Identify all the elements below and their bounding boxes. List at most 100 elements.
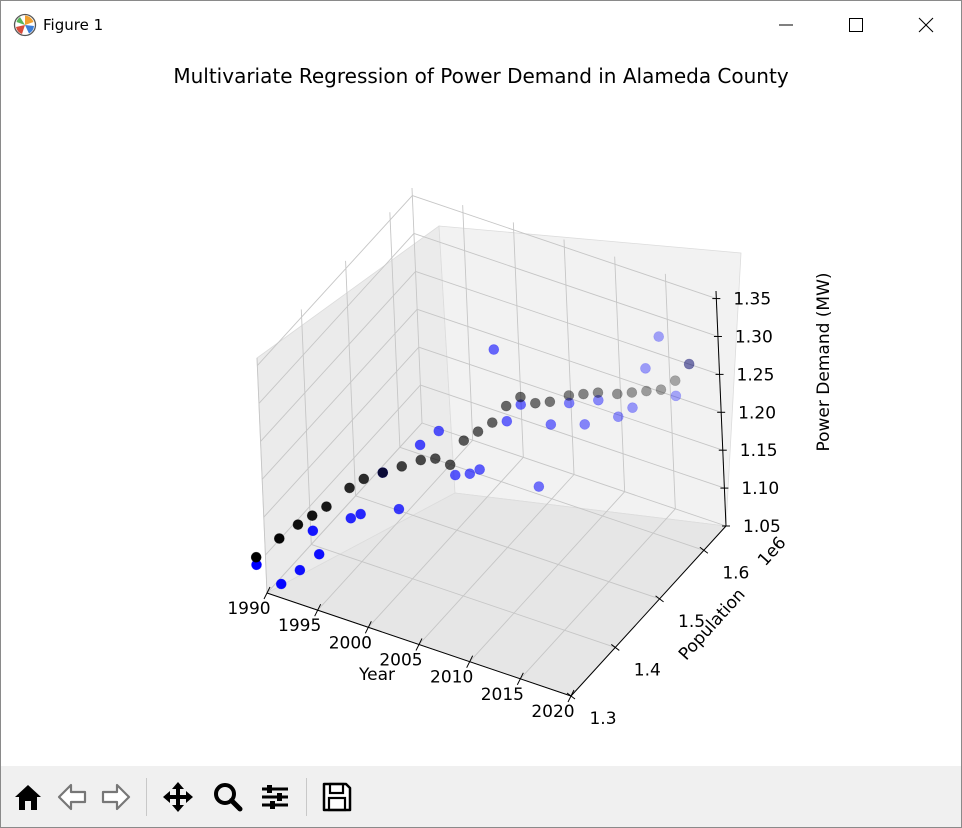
grid-line: [421, 422, 727, 527]
x-tick-label: 2015: [481, 685, 524, 705]
black-data-point: [444, 459, 456, 471]
blue-data-point: [563, 397, 575, 409]
home-icon: [15, 785, 41, 810]
black-data-point: [250, 551, 262, 563]
grid-line: [355, 495, 660, 600]
navigation-toolbar: [1, 766, 961, 827]
back-pane: [438, 225, 742, 527]
x-tick-label: 2020: [531, 702, 574, 722]
x-tick-label: 1990: [227, 599, 270, 619]
grid-line: [266, 422, 423, 594]
black-data-point: [430, 453, 441, 464]
blue-data-point: [627, 402, 638, 413]
blue-data-point: [612, 411, 624, 422]
blue-data-point: [593, 394, 604, 406]
y-tick: [610, 644, 620, 651]
blue-data-point: [501, 415, 513, 427]
move-icon: [163, 782, 193, 812]
toolbar-separator: [146, 778, 147, 816]
blue-data-point: [355, 508, 366, 520]
z-axis-line: [715, 290, 727, 527]
black-data-point: [683, 358, 695, 370]
close-button[interactable]: [891, 1, 961, 48]
matplotlib-icon: [13, 13, 37, 37]
chart-title: Multivariate Regression of Power Demand …: [173, 64, 788, 88]
pan-button[interactable]: [157, 776, 199, 818]
x-axis-label: Year: [358, 665, 395, 685]
x-tick: [263, 586, 271, 600]
blue-data-point: [307, 525, 319, 537]
x-tick-label: 2005: [379, 651, 422, 671]
blue-data-point: [488, 344, 500, 355]
grid-line: [261, 308, 418, 480]
black-data-point: [292, 519, 304, 530]
blue-data-point: [474, 464, 485, 475]
grid-line: [415, 270, 720, 375]
black-data-point: [641, 385, 652, 397]
grid-line: [413, 233, 719, 337]
floppy-disk-icon: [322, 782, 352, 812]
back-button[interactable]: [51, 776, 93, 818]
grid-line: [263, 346, 420, 518]
y-tick-label: 1.4: [634, 660, 661, 680]
blue-data-point: [579, 419, 591, 430]
grid-line: [260, 271, 416, 442]
grid-line: [345, 260, 357, 496]
z-tick-label: 1.25: [737, 365, 775, 385]
black-data-point: [592, 387, 604, 398]
sliders-icon: [262, 785, 288, 809]
arrow-right-icon: [101, 783, 131, 811]
grid-line: [418, 346, 723, 451]
black-data-point: [612, 388, 623, 400]
z-tick-label: 1.05: [743, 517, 781, 537]
grid-line: [469, 491, 625, 662]
minimize-button[interactable]: [751, 1, 821, 48]
x-tick: [516, 672, 524, 686]
grid-line: [368, 457, 524, 628]
grid-line: [412, 195, 717, 300]
forward-button[interactable]: [95, 776, 137, 818]
black-data-point: [530, 397, 541, 409]
black-data-point: [396, 461, 408, 472]
toolbar-separator: [306, 778, 307, 816]
arrow-left-icon: [57, 783, 87, 811]
x-tick-label: 2010: [430, 668, 473, 688]
configure-subplots-button[interactable]: [254, 776, 296, 818]
grid-line: [462, 205, 474, 441]
black-data-point: [578, 388, 589, 400]
black-data-point: [544, 396, 556, 408]
black-data-point: [306, 510, 318, 521]
blue-data-point: [294, 564, 306, 576]
black-data-point: [486, 417, 498, 428]
blue-data-point: [449, 469, 461, 481]
grid-line: [512, 222, 524, 458]
window-title: Figure 1: [43, 16, 104, 34]
plot-canvas[interactable]: Multivariate Regression of Power Demand …: [1, 48, 961, 766]
blue-data-point: [313, 548, 325, 560]
x-tick: [415, 638, 423, 651]
black-data-point: [321, 501, 332, 512]
y-offset-text: 1e6: [754, 533, 790, 570]
black-data-point: [669, 375, 681, 386]
zoom-button[interactable]: [207, 776, 249, 818]
scatter-series: [250, 331, 695, 590]
grid-line: [614, 256, 626, 492]
save-button[interactable]: [316, 776, 358, 818]
close-icon: [918, 17, 934, 32]
blue-data-point: [414, 439, 426, 451]
y-tick: [699, 546, 709, 554]
grid-line: [265, 384, 421, 556]
maximize-button[interactable]: [821, 1, 891, 48]
grid-line: [300, 309, 312, 545]
grid-line: [256, 195, 413, 366]
blue-data-point: [275, 578, 287, 590]
blue-data-point: [533, 481, 545, 492]
black-data-point: [344, 482, 355, 494]
x-tick-label: 2000: [329, 633, 372, 653]
y-tick-label: 1.3: [589, 709, 616, 729]
blue-data-point: [683, 358, 695, 370]
home-button[interactable]: [7, 776, 49, 818]
blue-data-point: [653, 331, 665, 342]
grid-line: [520, 508, 676, 680]
